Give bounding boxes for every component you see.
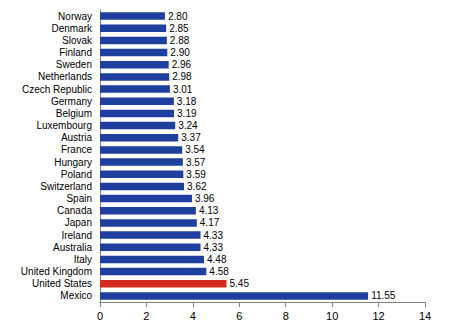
svg-text:4.17: 4.17 <box>200 217 220 228</box>
svg-text:Finland: Finland <box>59 47 92 58</box>
svg-text:Slovak: Slovak <box>62 35 93 46</box>
svg-text:6: 6 <box>236 310 242 322</box>
svg-text:Australia: Australia <box>53 242 92 253</box>
svg-text:3.62: 3.62 <box>187 181 207 192</box>
svg-text:Spain: Spain <box>66 193 92 204</box>
svg-text:3.01: 3.01 <box>173 84 193 95</box>
svg-text:Hungary: Hungary <box>54 157 92 168</box>
svg-text:France: France <box>61 144 93 155</box>
svg-text:4.33: 4.33 <box>204 230 224 241</box>
svg-text:4: 4 <box>190 310 196 322</box>
svg-text:2.80: 2.80 <box>168 11 188 22</box>
svg-text:5.45: 5.45 <box>230 278 250 289</box>
svg-text:Austria: Austria <box>61 132 93 143</box>
svg-text:3.57: 3.57 <box>186 157 206 168</box>
svg-text:Poland: Poland <box>61 169 92 180</box>
svg-text:10: 10 <box>326 310 338 322</box>
svg-text:8: 8 <box>283 310 289 322</box>
svg-text:4.48: 4.48 <box>207 254 227 265</box>
svg-text:12: 12 <box>372 310 384 322</box>
svg-text:Denmark: Denmark <box>51 23 93 34</box>
svg-text:United Kingdom: United Kingdom <box>21 266 92 277</box>
svg-text:Ireland: Ireland <box>61 230 92 241</box>
svg-text:Czech Republic: Czech Republic <box>22 84 92 95</box>
svg-text:3.18: 3.18 <box>177 96 197 107</box>
svg-text:Sweden: Sweden <box>56 59 92 70</box>
svg-text:Canada: Canada <box>57 205 92 216</box>
svg-text:United States: United States <box>32 278 92 289</box>
svg-text:2.98: 2.98 <box>172 71 192 82</box>
svg-text:3.59: 3.59 <box>186 169 206 180</box>
svg-text:2: 2 <box>143 310 149 322</box>
svg-text:4.58: 4.58 <box>209 266 229 277</box>
svg-text:3.96: 3.96 <box>195 193 215 204</box>
svg-text:3.54: 3.54 <box>185 144 205 155</box>
svg-text:Luxembourg: Luxembourg <box>36 120 92 131</box>
svg-text:3.24: 3.24 <box>178 120 198 131</box>
svg-text:2.85: 2.85 <box>169 23 189 34</box>
svg-text:Belgium: Belgium <box>56 108 92 119</box>
svg-text:2.88: 2.88 <box>170 35 190 46</box>
svg-text:Netherlands: Netherlands <box>38 71 92 82</box>
svg-text:4.33: 4.33 <box>204 242 224 253</box>
svg-text:2.96: 2.96 <box>172 59 192 70</box>
svg-text:Japan: Japan <box>65 217 92 228</box>
svg-text:3.19: 3.19 <box>177 108 197 119</box>
svg-text:11.55: 11.55 <box>371 290 396 301</box>
svg-text:0: 0 <box>97 310 103 322</box>
svg-text:Switzerland: Switzerland <box>40 181 92 192</box>
svg-text:2.90: 2.90 <box>170 47 190 58</box>
svg-text:Italy: Italy <box>74 254 92 265</box>
svg-text:3.37: 3.37 <box>181 132 201 143</box>
svg-text:Mexico: Mexico <box>60 290 92 301</box>
svg-text:Germany: Germany <box>51 96 92 107</box>
svg-text:4.13: 4.13 <box>199 205 219 216</box>
svg-text:Norway: Norway <box>58 11 92 22</box>
svg-text:14: 14 <box>419 310 431 322</box>
